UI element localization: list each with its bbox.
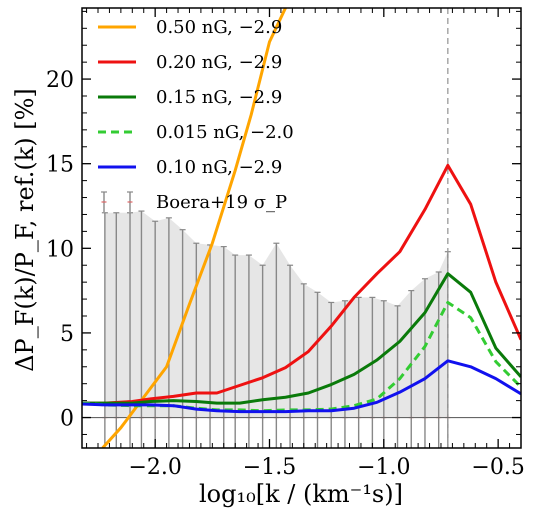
x-tick-label: −1.0	[357, 455, 410, 480]
legend-label-boera: Boera+19 σ_P	[156, 192, 287, 213]
x-axis-label: log₁₀[k / (km⁻¹s)]	[199, 480, 403, 508]
y-tick-label: 5	[60, 322, 74, 347]
y-tick-label: 0	[60, 407, 74, 432]
series-line-4	[82, 359, 521, 414]
plot-frame	[81, 7, 522, 449]
y-tick-label: 10	[46, 237, 74, 262]
x-tick-label: −2.0	[128, 455, 181, 480]
legend-label-3: 0.015 nG, −2.0	[156, 122, 294, 143]
error-bars-layer	[101, 210, 451, 448]
y-axis-label: ΔP_F(k)/P_F, ref.(k) [%]	[11, 88, 39, 372]
plot-frame-layer	[81, 7, 522, 449]
legend-label-4: 0.10 nG, −2.9	[156, 157, 282, 178]
y-tick-label: 20	[46, 68, 74, 93]
legend: 0.50 nG, −2.9 0.20 nG, −2.9 0.15 nG, −2.9 0…	[98, 17, 294, 213]
series-line-1	[82, 163, 521, 405]
series-line-2	[82, 272, 521, 405]
series-lines-layer	[82, 8, 521, 448]
legend-label-2: 0.15 nG, −2.9	[156, 87, 282, 108]
x-tick-label: −0.5	[471, 455, 524, 480]
y-tick-label: 15	[46, 153, 74, 178]
legend-label-1: 0.20 nG, −2.9	[156, 52, 282, 73]
series-line-0	[101, 8, 287, 448]
ticks-layer: −2.0 −1.5 −1.0 −0.5 0 5 10 15 20	[46, 8, 525, 480]
reference-lines-layer	[82, 8, 521, 448]
x-tick-label: −1.5	[243, 455, 296, 480]
legend-label-0: 0.50 nG, −2.9	[156, 17, 282, 38]
